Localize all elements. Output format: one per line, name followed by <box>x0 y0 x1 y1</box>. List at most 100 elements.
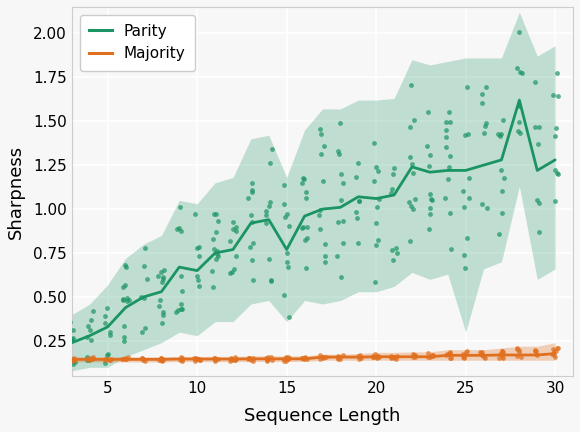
Point <box>119 284 128 291</box>
Point <box>318 177 328 184</box>
Point <box>354 352 363 359</box>
Point <box>482 204 491 211</box>
Point <box>442 133 451 140</box>
Point <box>33 357 42 364</box>
Point <box>534 124 543 131</box>
Point <box>225 238 234 245</box>
Point <box>246 212 256 219</box>
Point <box>157 355 166 362</box>
Point <box>84 355 93 362</box>
Point <box>514 346 523 353</box>
Point <box>158 311 168 318</box>
Point <box>374 353 383 360</box>
Point <box>321 354 330 361</box>
Point <box>480 122 490 129</box>
Point <box>213 355 223 362</box>
Point <box>53 356 62 363</box>
Point <box>70 355 79 362</box>
Point <box>52 356 61 363</box>
Point <box>284 264 293 271</box>
Point <box>158 356 168 363</box>
Point <box>142 275 151 282</box>
Point <box>137 354 147 361</box>
Point <box>88 355 97 362</box>
Point <box>210 356 219 363</box>
Point <box>70 356 79 363</box>
Point <box>139 357 148 364</box>
Point <box>262 212 271 219</box>
Point <box>29 334 38 341</box>
Point <box>83 356 92 363</box>
Point <box>552 345 561 352</box>
Point <box>370 279 379 286</box>
Point <box>121 355 130 362</box>
Point <box>442 350 451 357</box>
Point <box>498 116 508 123</box>
Point <box>154 302 164 309</box>
Point <box>405 124 415 130</box>
Point <box>248 256 257 263</box>
Point <box>321 258 330 265</box>
Point <box>352 214 361 221</box>
Point <box>30 356 39 362</box>
Point <box>445 355 455 362</box>
Point <box>67 355 76 362</box>
Point <box>249 358 258 365</box>
Point <box>371 351 380 358</box>
Point <box>123 354 132 361</box>
Point <box>158 309 168 316</box>
Point <box>553 93 563 100</box>
Point <box>301 194 310 201</box>
Point <box>177 306 186 313</box>
Point <box>407 161 416 168</box>
Point <box>427 352 436 359</box>
Point <box>445 118 454 125</box>
Point <box>370 139 379 146</box>
Point <box>335 354 344 361</box>
Point <box>229 265 238 272</box>
Point <box>299 224 308 231</box>
Point <box>534 228 543 235</box>
Point <box>494 231 503 238</box>
Point <box>335 150 344 157</box>
Point <box>497 354 506 361</box>
Point <box>481 354 490 361</box>
Point <box>495 133 504 140</box>
Point <box>70 358 79 365</box>
Point <box>209 236 218 243</box>
Point <box>548 92 557 98</box>
Point <box>356 353 365 360</box>
Point <box>31 343 40 349</box>
Point <box>408 350 418 357</box>
Point <box>249 355 258 362</box>
Point <box>300 236 310 243</box>
Point <box>550 198 560 205</box>
Point <box>119 334 129 340</box>
Point <box>103 351 112 358</box>
Point <box>334 148 343 155</box>
Point <box>319 353 328 360</box>
Point <box>298 354 307 361</box>
Point <box>514 349 524 356</box>
Point <box>243 195 252 202</box>
Point <box>230 354 240 361</box>
Point <box>68 356 78 363</box>
Point <box>477 100 487 107</box>
Point <box>339 239 348 246</box>
Point <box>339 352 348 359</box>
Point <box>157 357 166 364</box>
Point <box>195 357 204 364</box>
Point <box>67 356 77 363</box>
Point <box>405 238 414 245</box>
Point <box>315 206 324 213</box>
Point <box>423 109 433 116</box>
Point <box>373 168 382 175</box>
Point <box>441 126 451 133</box>
Point <box>513 65 522 72</box>
Point <box>388 257 397 264</box>
Point <box>495 351 505 358</box>
Point <box>477 91 486 98</box>
Point <box>103 356 113 363</box>
Point <box>245 354 254 361</box>
Point <box>479 354 488 361</box>
